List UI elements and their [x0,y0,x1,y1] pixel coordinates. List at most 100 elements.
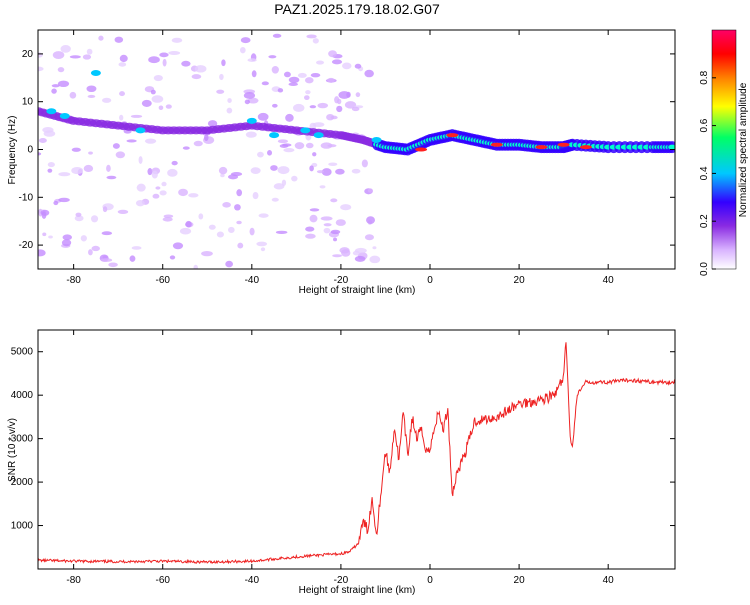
spectrogram-noise-blob [151,95,164,103]
snr-panel: -80 -60 -40 -20 0 20 40 1000 2000 3000 4000 5000 H… [7,329,676,596]
spectrogram-x-tick-label: 40 [603,275,615,286]
spectrogram-noise-blob [171,160,178,166]
spectrogram-noise-blob [336,105,343,113]
spectrogram-noise-blob [260,247,266,252]
spectrogram-noise-blob [288,76,300,84]
spectrogram-noise-blob [86,48,93,55]
spectrogram-noise-blob [323,223,332,227]
spectrogram-noise-blob [162,58,167,67]
snr-x-tick-label: 40 [603,575,615,586]
spectrogram-noise-blob [138,156,143,164]
spectrogram-noise-blob [236,220,242,225]
spectrogram-noise-blob [169,255,176,260]
spectrogram-noise-blob [118,62,127,67]
snr-x-tick-label: 20 [514,575,526,586]
spectrogram-noise-blob [119,114,124,121]
spectrogram-noise-blob [203,134,209,141]
spectrogram-noise-blob [366,216,375,224]
spectrogram-peak [269,132,280,139]
spectrogram-noise-blob [88,151,93,155]
spectrogram-noise-blob [218,166,228,175]
snr-y-tick-label: 2000 [11,477,34,488]
spectrogram-noise-blob [227,174,239,180]
spectrogram-noise-blob [106,175,117,180]
snr-y-tick-label: 5000 [11,347,34,358]
spectrogram-noise-blob [354,255,366,262]
spectrogram-noise-blob [216,231,224,238]
snr-y-tick-label: 1000 [11,521,34,532]
spectrogram-noise-blob [168,50,181,56]
spectrogram-noise-blob [243,92,256,99]
spectrogram-y-tick-label: 0 [27,145,33,156]
spectrogram-noise-blob [247,58,257,62]
snr-x-tick-label: -60 [156,575,171,586]
spectrogram-noise-blob [163,214,174,218]
spectrogram-noise-blob [38,249,46,257]
spectrogram-noise-blob [119,54,128,63]
spectrogram-noise-blob [270,165,278,171]
spectrogram-noise-blob [249,227,255,236]
spectrogram-noise-blob [74,215,84,222]
spectrogram-noise-blob [83,164,94,172]
spectrogram-noise-blob [102,206,108,213]
spectrogram-noise-blob [172,242,184,250]
spectrogram-noise-blob [61,239,72,247]
spectrogram-ridge-core [668,144,675,150]
spectrogram-noise-blob [294,142,305,150]
spectrogram-noise-blob [86,85,97,93]
spectrogram-noise-blob [102,97,112,103]
spectrogram-noise-blob [317,102,329,109]
snr-x-axis-label: Height of straight line (km) [299,585,416,596]
spectrogram-noise-blob [42,126,54,133]
spectrogram-noise-blob [162,217,173,222]
spectrogram-noise-blob [273,183,285,190]
spectrogram-noise-blob [309,165,314,172]
spectrogram-noise-blob [331,59,343,65]
spectrogram-noise-blob [312,152,317,157]
spectrogram-noise-blob [38,66,44,72]
spectrogram-noise-blob [340,204,352,211]
spectrogram-noise-blob [48,235,53,239]
colorbar-tick-label: 0.4 [699,166,710,180]
spectrogram-x-tick-label: -40 [245,275,260,286]
spectrogram-y-tick-label: -20 [19,240,34,251]
spectrogram-noise-blob [98,35,104,41]
spectrogram-noise-blob [342,62,352,70]
spectrogram-noise-blob [82,54,92,60]
spectrogram-noise-blob [309,208,320,212]
spectrogram-noise-blob [101,231,113,236]
spectrogram-noise-blob [258,213,269,218]
spectrogram-noise-blob [257,151,264,158]
spectrogram-noise-blob [344,101,357,109]
spectrogram-peak [557,142,570,147]
spectrogram-noise-blob [277,88,284,93]
spectrogram-noise-blob [188,193,199,198]
spectrogram-noise-blob [52,51,65,59]
spectrogram-noise-blob [181,60,191,67]
spectrogram-noise-blob [51,88,57,94]
spectrogram-noise-blob [152,193,160,199]
spectrogram-noise-blob [207,120,218,127]
spectrogram-noise-blob [271,65,279,74]
spectrogram-noise-blob [310,72,321,78]
colorbar-tick-label: 0.6 [699,118,710,132]
spectrogram-noise-blob [41,211,47,219]
spectrogram-noise-blob [80,235,87,242]
spectrogram-noise-blob [277,139,289,144]
spectrogram-noise-blob [161,181,167,187]
spectrogram-noise-blob [135,200,145,207]
spectrogram-noise-blob [62,234,72,241]
colorbar-gradient [711,29,737,270]
spectrogram-noise-blob [112,143,120,149]
spectrogram-noise-blob [91,245,100,252]
spectrogram-noise-blob [245,131,257,138]
spectrogram-noise-blob [320,216,333,221]
spectrogram-noise-blob [339,247,350,254]
spectrogram-noise-blob [216,89,225,94]
spectrogram-noise-blob [88,249,93,256]
spectrogram-noise-blob [117,209,129,214]
spectrogram-noise-blob [240,46,246,54]
spectrogram-noise-blob [182,146,190,150]
spectrogram-noise-blob [153,74,163,82]
spectrogram-noise-blob [323,227,331,234]
